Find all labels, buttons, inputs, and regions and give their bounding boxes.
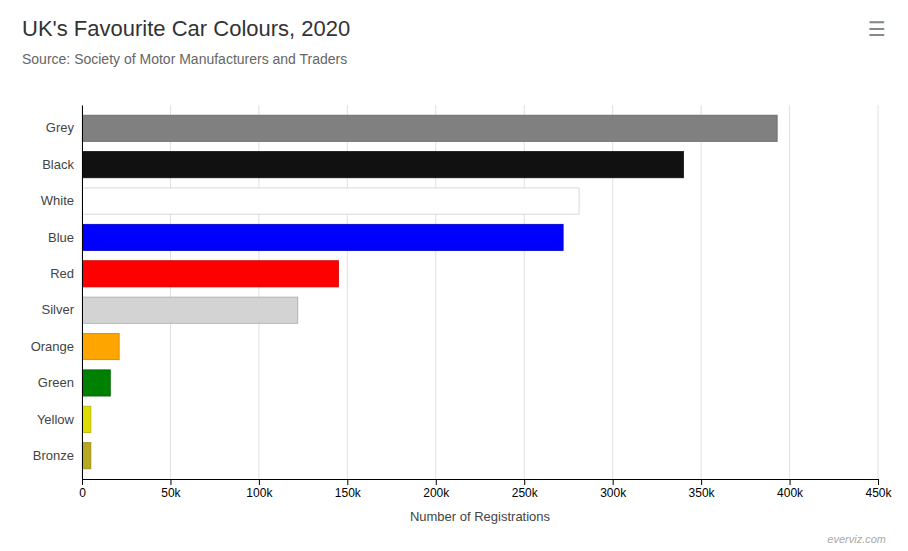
y-tick: Grey bbox=[46, 120, 75, 135]
x-axis-line bbox=[83, 480, 879, 486]
y-tick: Blue bbox=[48, 230, 74, 245]
category-label: Green bbox=[38, 375, 74, 390]
bar bbox=[82, 443, 91, 469]
y-tick: Bronze bbox=[33, 448, 74, 463]
tick-mark bbox=[259, 479, 260, 485]
tick-mark bbox=[701, 479, 702, 485]
bar bbox=[82, 406, 91, 432]
tick-mark bbox=[170, 479, 171, 485]
tick-label: 200k bbox=[423, 486, 450, 500]
tick-mark bbox=[524, 479, 525, 485]
tick-label: 100k bbox=[246, 486, 273, 500]
title: UK's Favourite Car Colours, 2020 bbox=[22, 16, 350, 41]
grid-line bbox=[789, 105, 790, 479]
bar bbox=[82, 224, 563, 250]
bar bbox=[82, 370, 110, 396]
tick-mark bbox=[878, 479, 879, 485]
x-tick: 350k bbox=[689, 479, 716, 500]
tick-mark bbox=[436, 479, 437, 485]
x-axis: 0 50k 100k 150k 200k 250k 300k 350k 400k 450k bbox=[79, 479, 892, 500]
bar bbox=[82, 333, 119, 359]
x-tick: 100k bbox=[246, 479, 273, 500]
x-tick: 0 bbox=[79, 479, 86, 500]
y-tick: Red bbox=[50, 266, 74, 281]
category-label: White bbox=[41, 193, 74, 208]
y-axis-line bbox=[82, 106, 83, 480]
bar bbox=[82, 188, 579, 214]
y-tick: Silver bbox=[41, 302, 74, 317]
x-tick: 250k bbox=[512, 479, 539, 500]
y-tick: Yellow bbox=[37, 411, 75, 426]
grid bbox=[82, 105, 878, 479]
subtitle: Source: Society of Motor Manufacturers a… bbox=[22, 51, 347, 67]
grid-line bbox=[82, 105, 83, 479]
x-tick: 450k bbox=[865, 479, 892, 500]
bars bbox=[82, 115, 777, 469]
bar bbox=[82, 115, 777, 141]
tick-label: 150k bbox=[335, 486, 362, 500]
y-axis: Grey Black White Blue Red Silver Orange Green Ye… bbox=[31, 106, 83, 480]
y-tick: White bbox=[41, 193, 74, 208]
category-label: Black bbox=[42, 157, 74, 172]
grid-line bbox=[878, 105, 879, 479]
bar bbox=[82, 261, 338, 287]
tick-mark bbox=[82, 479, 83, 485]
watermark: everviz.com bbox=[827, 533, 886, 545]
category-label: Red bbox=[50, 266, 74, 281]
menu-icon: ☰ bbox=[868, 18, 886, 40]
x-tick: 400k bbox=[777, 479, 804, 500]
bar bbox=[82, 152, 683, 178]
tick-label: 400k bbox=[777, 486, 804, 500]
x-tick: 150k bbox=[335, 479, 362, 500]
bar bbox=[82, 297, 298, 323]
tick-mark bbox=[613, 479, 614, 485]
category-label: Bronze bbox=[33, 448, 74, 463]
x-tick: 200k bbox=[423, 479, 450, 500]
category-label: Yellow bbox=[37, 411, 75, 426]
category-label: Silver bbox=[41, 302, 74, 317]
tick-label: 0 bbox=[79, 486, 86, 500]
tick-label: 250k bbox=[512, 486, 539, 500]
tick-label: 300k bbox=[600, 486, 627, 500]
y-tick: Green bbox=[38, 375, 74, 390]
x-tick: 300k bbox=[600, 479, 627, 500]
category-label: Orange bbox=[31, 339, 74, 354]
tick-mark bbox=[790, 479, 791, 485]
tick-label: 450k bbox=[865, 486, 892, 500]
tick-label: 50k bbox=[161, 486, 181, 500]
tick-label: 350k bbox=[689, 486, 716, 500]
tick-mark bbox=[347, 479, 348, 485]
x-tick: 50k bbox=[161, 479, 181, 500]
plot-area: 0 50k 100k 150k 200k 250k 300k 350k 400k 450k Grey… bbox=[31, 105, 893, 524]
axis-label: Number of Registrations bbox=[410, 509, 551, 524]
y-tick: Orange bbox=[31, 339, 74, 354]
category-label: Grey bbox=[46, 120, 75, 135]
grid-line bbox=[701, 105, 702, 479]
category-label: Blue bbox=[48, 230, 74, 245]
chart: UK's Favourite Car Colours, 2020 Source: … bbox=[0, 0, 908, 551]
y-tick: Black bbox=[42, 157, 74, 172]
